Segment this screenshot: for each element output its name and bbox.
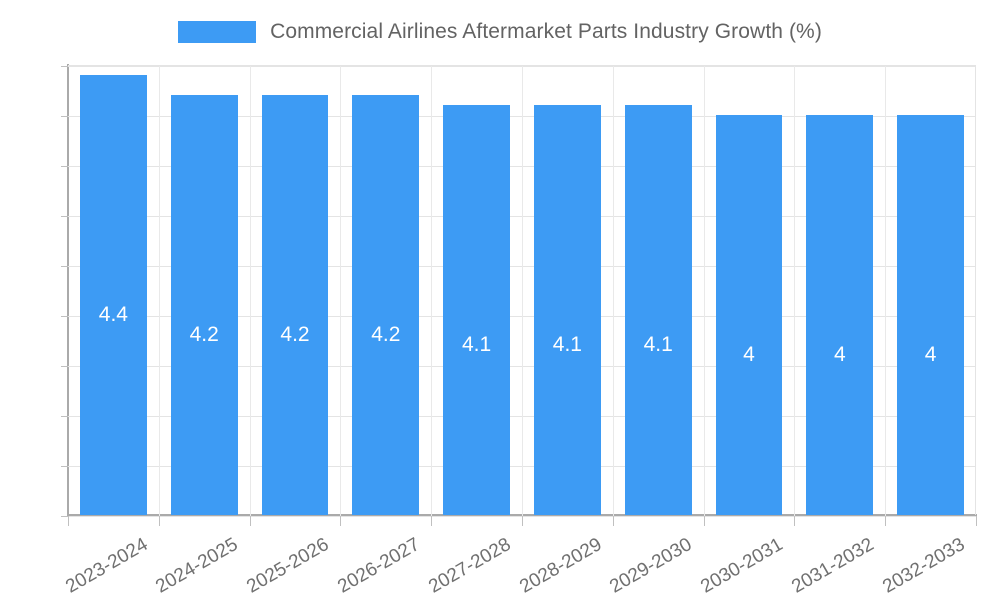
bar-value-label: 4.1 — [643, 333, 673, 356]
x-tick-mark — [704, 516, 705, 526]
gridline-vertical — [250, 66, 251, 516]
x-tick-mark — [976, 516, 977, 526]
y-axis-line — [67, 64, 69, 516]
y-tick-mark — [61, 266, 68, 267]
gridline-vertical — [340, 66, 341, 516]
gridline-vertical — [613, 66, 614, 516]
x-tick-mark — [68, 516, 69, 526]
bar-value-label: 4.2 — [371, 323, 401, 346]
gridline-vertical — [704, 66, 705, 516]
gridline-vertical — [522, 66, 523, 516]
bar[interactable]: 4 — [715, 115, 783, 515]
bar-value-label: 4.1 — [461, 333, 492, 356]
bar-value-label: 4.4 — [98, 303, 128, 326]
bar-value-label: 4.1 — [552, 333, 582, 356]
bar[interactable]: 4 — [806, 115, 874, 515]
x-tick-mark — [522, 516, 523, 526]
x-axis-tick-label: 2027-2028 — [425, 534, 515, 598]
legend-color-swatch[interactable] — [178, 21, 257, 43]
x-tick-mark — [431, 516, 432, 526]
chart-legend: Commercial Airlines Aftermarket Parts In… — [0, 14, 1000, 50]
y-tick-mark — [61, 316, 68, 317]
legend-label[interactable]: Commercial Airlines Aftermarket Parts In… — [270, 20, 822, 43]
x-axis-tick-label: 2032-2033 — [879, 534, 969, 598]
bar[interactable]: 4.4 — [80, 75, 147, 515]
x-axis-tick-label: 2029-2030 — [606, 534, 696, 598]
plot-area: 00.51.01.52.02.53.03.54.04.5 4.44.24.24.… — [61, 65, 976, 517]
x-axis-tick-label: 2030-2031 — [697, 534, 787, 598]
y-tick-mark — [61, 216, 68, 217]
bar-value-label: 4.2 — [280, 323, 310, 346]
bar[interactable]: 4.1 — [443, 105, 510, 515]
y-tick-mark — [61, 366, 68, 367]
gridline-vertical — [794, 66, 795, 516]
bar[interactable]: 4.1 — [624, 105, 692, 515]
bar-value-label: 4.2 — [189, 323, 219, 346]
y-tick-mark — [61, 416, 68, 417]
bar[interactable]: 4.2 — [170, 95, 238, 515]
y-tick-mark — [61, 66, 68, 67]
x-axis-tick-label: 2026-2027 — [334, 534, 424, 598]
x-axis-tick-label: 2023-2024 — [61, 534, 152, 598]
x-tick-mark — [340, 516, 341, 526]
x-tick-mark — [794, 516, 795, 526]
gridline-vertical — [159, 66, 160, 516]
y-tick-mark — [61, 466, 68, 467]
x-tick-mark — [250, 516, 251, 526]
y-tick-mark — [61, 116, 68, 117]
y-tick-mark — [61, 166, 68, 167]
bar[interactable]: 4.2 — [261, 95, 329, 515]
gridline-vertical — [885, 66, 886, 516]
x-tick-mark — [159, 516, 160, 526]
x-axis-tick-label: 2025-2026 — [243, 534, 333, 598]
y-tick-mark — [61, 516, 68, 517]
x-axis-tick-label: 2028-2029 — [515, 534, 606, 598]
x-tick-mark — [613, 516, 614, 526]
x-axis-tick-label: 2024-2025 — [152, 534, 242, 598]
bar-value-label: 4 — [743, 343, 755, 366]
bar-value-label: 4 — [833, 343, 846, 366]
x-tick-mark — [885, 516, 886, 526]
bar[interactable]: 4 — [897, 115, 964, 515]
x-axis-tick-label: 2031-2032 — [788, 534, 878, 598]
bar[interactable]: 4.2 — [352, 95, 420, 515]
gridline-vertical — [431, 66, 432, 516]
bar[interactable]: 4.1 — [534, 105, 601, 515]
bar-value-label: 4 — [924, 343, 937, 366]
